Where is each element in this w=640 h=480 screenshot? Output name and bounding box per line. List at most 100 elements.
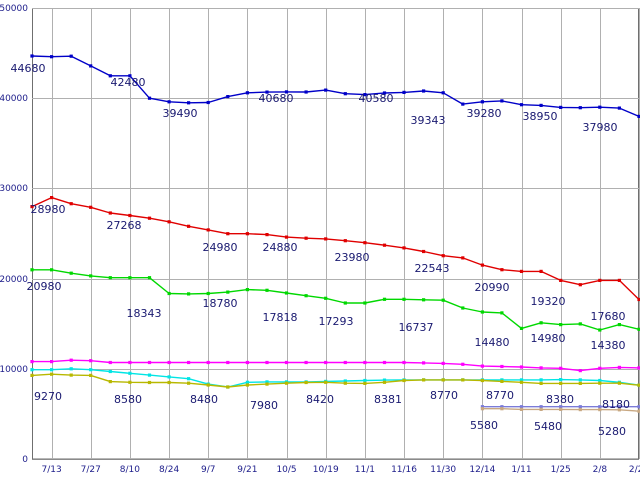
series-6-marker: [559, 381, 563, 385]
data-point-label: 8580: [114, 393, 142, 406]
series-3-marker: [108, 276, 112, 280]
series-1-marker: [50, 55, 54, 59]
series-2-marker: [402, 246, 406, 250]
data-point-label: 20980: [27, 280, 62, 293]
series-3-marker: [617, 323, 621, 327]
series-1-marker: [539, 103, 543, 107]
series-5-marker: [265, 380, 269, 384]
series-6-marker: [30, 373, 34, 377]
series-1-marker: [187, 101, 191, 105]
series-3-marker: [265, 288, 269, 292]
series-4-marker: [598, 366, 602, 370]
series-5-marker: [363, 378, 367, 383]
series-6-marker: [324, 380, 328, 384]
x-tick-label: 8/10: [120, 465, 140, 475]
series-3-marker: [167, 291, 171, 296]
series-1-marker: [265, 90, 269, 94]
series-7-marker: [637, 405, 640, 409]
x-tick-label: 1/25: [551, 465, 571, 475]
series-4-marker: [108, 360, 112, 365]
series-3-marker: [245, 288, 249, 292]
series-4-marker: [343, 360, 347, 365]
series-4-marker: [324, 360, 328, 365]
data-point-label: 39280: [467, 107, 502, 120]
series-3-marker: [284, 291, 289, 295]
x-tick-label: 2/8: [593, 465, 608, 475]
series-8-marker: [598, 408, 602, 412]
series-6-line: [31, 373, 640, 388]
series-6-marker: [226, 385, 230, 389]
series-1-marker: [441, 91, 445, 95]
series-3-marker: [598, 328, 602, 332]
series-4-marker: [617, 365, 621, 369]
series-4-marker: [187, 360, 191, 365]
series-4-marker: [284, 360, 289, 365]
series-4-marker: [578, 369, 582, 373]
x-tick-label: 12/14: [469, 465, 495, 475]
series-6-marker: [284, 381, 289, 385]
series-7-marker: [500, 405, 504, 409]
series-3-marker: [187, 292, 191, 296]
series-6-marker: [167, 380, 171, 385]
series-3-marker: [559, 323, 563, 327]
series-4-marker: [422, 361, 426, 365]
data-point-label: 37980: [583, 121, 618, 134]
series-3-marker: [519, 326, 524, 330]
data-point-label: 39490: [163, 107, 198, 120]
series-3-marker: [422, 298, 426, 302]
series-2-marker: [382, 243, 387, 247]
data-point-label: 9270: [34, 390, 62, 403]
series-2-marker: [324, 237, 328, 241]
series-5-marker: [539, 378, 543, 382]
series-2-marker: [422, 249, 426, 254]
series-1-marker: [480, 100, 484, 104]
series-1-marker: [617, 106, 621, 110]
series-6-marker: [245, 383, 249, 387]
series-2-marker: [147, 216, 152, 220]
data-point-label: 14980: [531, 332, 566, 345]
series-3-marker: [480, 310, 484, 314]
series-3-marker: [637, 327, 640, 331]
data-point-label: 5580: [470, 419, 498, 432]
series-5-marker: [382, 378, 387, 382]
series-8-marker: [480, 407, 484, 411]
series-6-marker: [187, 381, 191, 385]
series-2-marker: [500, 268, 504, 272]
y-tick-label: 0: [22, 455, 28, 465]
data-point-label: 38950: [523, 110, 558, 123]
series-3-marker: [30, 268, 34, 272]
series-3-marker: [343, 301, 347, 305]
series-3-marker: [500, 311, 504, 315]
series-6-marker: [69, 373, 73, 377]
series-5-marker: [89, 368, 93, 372]
series-5-marker: [598, 378, 602, 383]
series-2-marker: [69, 202, 73, 206]
x-tick-label: 7/27: [81, 465, 101, 475]
series-6-marker: [637, 383, 640, 387]
series-4-marker: [128, 360, 132, 365]
series-2-marker: [343, 239, 347, 243]
data-point-label: 8380: [546, 393, 574, 406]
x-axis-tick-labels: 7/13 7/27 8/10 8/24 9/7 9/21 10/5 10/19 11/1 11/1…: [41, 465, 640, 475]
series-2-marker: [363, 241, 367, 245]
series-3-marker: [304, 294, 308, 298]
series-8-marker: [559, 407, 563, 411]
series-1-marker: [519, 103, 524, 107]
series-1-marker: [30, 54, 34, 58]
series-2-marker: [284, 235, 289, 239]
data-point-label: 8381: [374, 393, 402, 406]
series-3-marker: [578, 322, 582, 326]
series-6-marker: [265, 382, 269, 386]
series-1-marker: [167, 100, 171, 104]
series-6-marker: [578, 381, 582, 385]
series-4-marker: [147, 360, 152, 365]
series-4-marker: [89, 359, 93, 363]
series-4-marker: [304, 360, 308, 365]
series-2-marker: [441, 254, 445, 258]
series-5-marker: [30, 368, 34, 372]
data-point-label: 24980: [203, 241, 238, 254]
series-5-marker: [559, 378, 563, 382]
data-point-label: 40680: [259, 92, 294, 105]
x-tick-label: 9/7: [201, 465, 215, 475]
